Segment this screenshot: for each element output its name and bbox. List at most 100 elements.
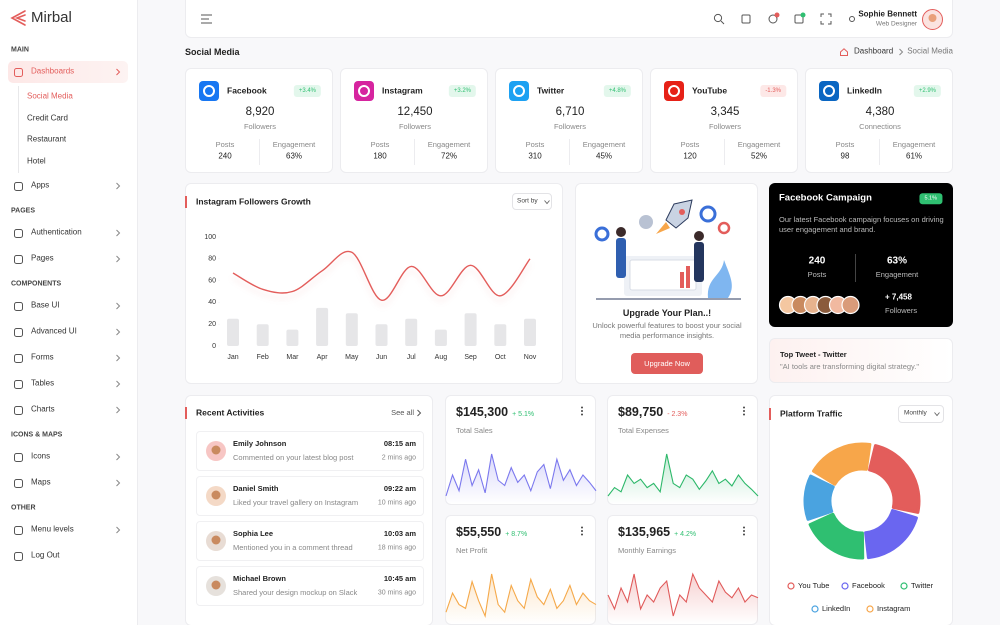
nav-item[interactable] [8,446,128,468]
nav-icon [14,552,23,562]
menu-dot [743,410,745,412]
nav-label[interactable]: Tables [31,378,55,388]
activity-time: 08:15 am [383,438,416,448]
chart-title: Instagram Followers Growth [196,196,311,207]
breadcrumb-link[interactable]: Dashboard [854,46,894,56]
submenu-item[interactable]: Restaurant [27,134,67,144]
finance-card: $89,750- 2.3% Total Expenses [607,395,759,505]
stat-value: 12,450 [397,106,433,119]
line-series [232,250,531,301]
chevron-line [417,409,422,417]
menu-dot [581,406,583,409]
nav-item[interactable] [8,295,128,317]
icon-bg [354,81,374,101]
upgrade-button[interactable]: Upgrade Now [631,353,703,374]
y-tick-label: 100 [204,234,216,241]
sparkline-line [445,453,597,497]
follower-avatar [841,295,860,315]
chart-bar [686,266,690,288]
nav-item[interactable] [8,175,128,197]
stat-unit: Followers [243,121,277,131]
posts-label: Posts [680,139,700,149]
upgrade-title: Upgrade Your Plan..! [622,307,712,318]
x-tick-label: Jul [407,354,416,361]
icon-bg [819,81,839,101]
submenu-line [18,86,19,173]
engagement-label: Engagement [892,139,936,149]
value-row: $55,550 + 8.7% [456,525,527,539]
avatar-face [211,490,221,500]
nav-icon-shape [14,479,23,489]
stat-value: 4,380 [865,106,895,119]
sort-label[interactable]: Sort by [517,197,538,205]
nav-item[interactable] [8,472,128,494]
campaign-engagement-label: Engagement [875,269,919,279]
legend-label: LinkedIn [822,603,851,613]
see-all-link[interactable]: See all [391,407,414,417]
section-title: MAIN [11,46,29,54]
plot: 0 20 40 60 80 100 Jan Feb Mar Apr May Jun Jul Aug Sep O… [204,234,536,361]
nav-label[interactable]: Forms [31,352,54,362]
finance-label: Net Profit [456,545,488,555]
y-tick-label: 40 [208,299,216,306]
menu-dot [581,410,583,412]
icon-shape [794,14,804,24]
nav-label[interactable]: Menu levels [31,524,74,534]
nav-icon [14,255,23,265]
nav-item[interactable] [8,373,128,395]
chevron-line [116,302,121,310]
nav-label[interactable]: Dashboards [31,66,75,76]
finance-card: $55,550 + 8.7% Net Profit [445,515,597,625]
sort-dropdown[interactable] [512,193,552,210]
nav-item[interactable] [8,545,128,567]
chevron-line [116,406,121,414]
nav-label[interactable]: Pages [31,253,54,263]
upgrade-card: Upgrade Your Plan..! Unlock powerful feat… [575,183,758,384]
stat-unit: Followers [553,121,587,131]
nav-item[interactable] [8,61,128,83]
period-dropdown[interactable] [898,405,944,423]
value-row: $145,300 + 5.1% [456,405,534,419]
change-badge: +3.2% [448,84,476,98]
nav-item[interactable] [8,347,128,369]
plant [707,260,732,298]
activity-name: Michael Brown [233,573,286,583]
finance-value: $89,750 [618,405,664,419]
divider [855,254,856,282]
nav-label[interactable]: Advanced UI [31,326,77,336]
nav-icon [14,453,23,463]
header-icon [794,12,806,24]
chevron-line [116,380,121,388]
legend-ring [900,582,908,590]
stat-card: LinkedIn +2.9% 4,380 Connections Posts 98 Enga… [805,68,953,173]
nav-label[interactable]: Log Out [31,550,60,560]
sparkline-line [607,572,759,617]
nav-icon [14,354,23,364]
notification-dot [800,12,806,18]
submenu-item[interactable]: Credit Card [27,113,68,123]
nav-label[interactable]: Authentication [31,227,82,237]
nav-label[interactable]: Icons [31,451,51,461]
bar [375,324,388,346]
finance-label: Monthly Earnings [618,545,676,555]
nav-label[interactable]: Maps [31,477,51,487]
nav-item[interactable] [8,248,128,270]
nav-label[interactable]: Charts [31,404,55,414]
more-menu [581,406,583,416]
campaign-followers: + 7,458 [885,292,912,302]
more-menu [743,526,745,536]
nav-label[interactable]: Apps [31,180,50,190]
x-tick-label: May [345,354,359,361]
nav-label[interactable]: Base UI [31,300,60,310]
period-label[interactable]: Monthly [904,409,927,417]
nav-item[interactable] [8,399,128,421]
submenu-item[interactable]: Social Media [27,91,73,101]
submenu-item[interactable]: Hotel [27,156,46,166]
activity-name: Emily Johnson [233,438,287,448]
legend-label: Facebook [852,580,885,590]
menu-dot [743,533,745,536]
person-1 [616,238,626,278]
posts-value: 310 [528,151,542,161]
upgrade-button-label[interactable]: Upgrade Now [644,358,690,368]
